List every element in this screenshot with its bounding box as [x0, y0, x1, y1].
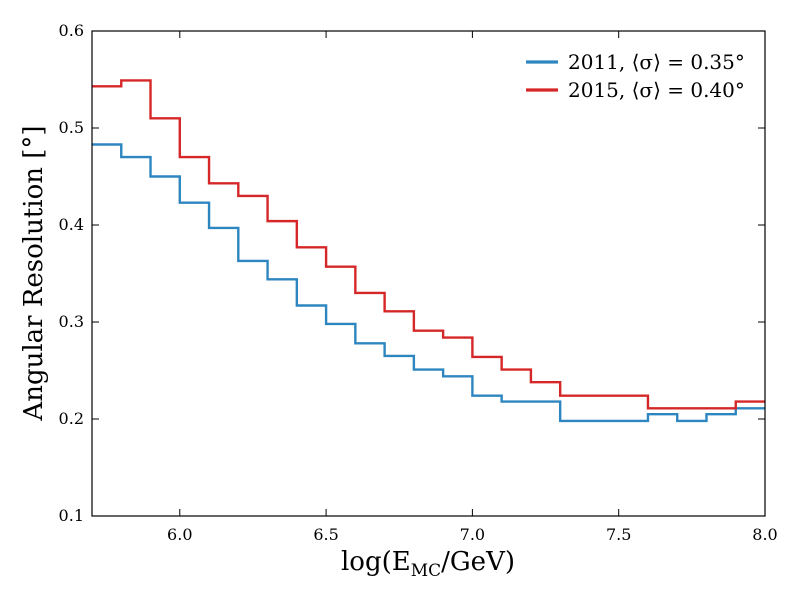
x-tick-label: 6.0 — [167, 525, 192, 544]
axis-ticks — [92, 30, 766, 517]
x-axis-label-tail: /GeV) — [441, 547, 515, 577]
x-axis-label-main: log(E — [341, 547, 411, 577]
legend-entry: 2011, ⟨σ⟩ = 0.35° — [526, 50, 745, 74]
y-tick-label: 0.2 — [59, 409, 84, 428]
x-axis-label-subscript: MC — [411, 561, 441, 581]
series-line-0 — [92, 143, 765, 423]
legend-label: 2015, ⟨σ⟩ = 0.40° — [568, 78, 745, 102]
legend-label: 2011, ⟨σ⟩ = 0.35° — [568, 50, 745, 74]
y-tick-label: 0.1 — [59, 506, 84, 525]
plot-lines — [92, 79, 765, 423]
tick-labels: 6.0 6.5 7.0 7.5 8.0 0.1 0.2 0.3 0.4 0.5 0.6 — [59, 21, 778, 544]
y-tick-label: 0.6 — [59, 21, 84, 40]
y-tick-label: 0.3 — [59, 312, 84, 331]
legend: 2011, ⟨σ⟩ = 0.35° 2015, ⟨σ⟩ = 0.40° — [526, 50, 745, 102]
x-tick-label: 8.0 — [752, 525, 777, 544]
y-axis-label: Angular Resolution [°] — [19, 125, 49, 421]
x-axis-label: log(EMC/GeV) — [341, 547, 515, 581]
series-line-1 — [92, 79, 765, 410]
y-tick-label: 0.5 — [59, 118, 84, 137]
plot-frame — [91, 30, 766, 517]
x-tick-label: 7.0 — [460, 525, 485, 544]
legend-entry: 2015, ⟨σ⟩ = 0.40° — [526, 78, 745, 102]
x-tick-label: 7.5 — [606, 525, 631, 544]
y-tick-label: 0.4 — [59, 215, 84, 234]
x-tick-label: 6.5 — [313, 525, 338, 544]
